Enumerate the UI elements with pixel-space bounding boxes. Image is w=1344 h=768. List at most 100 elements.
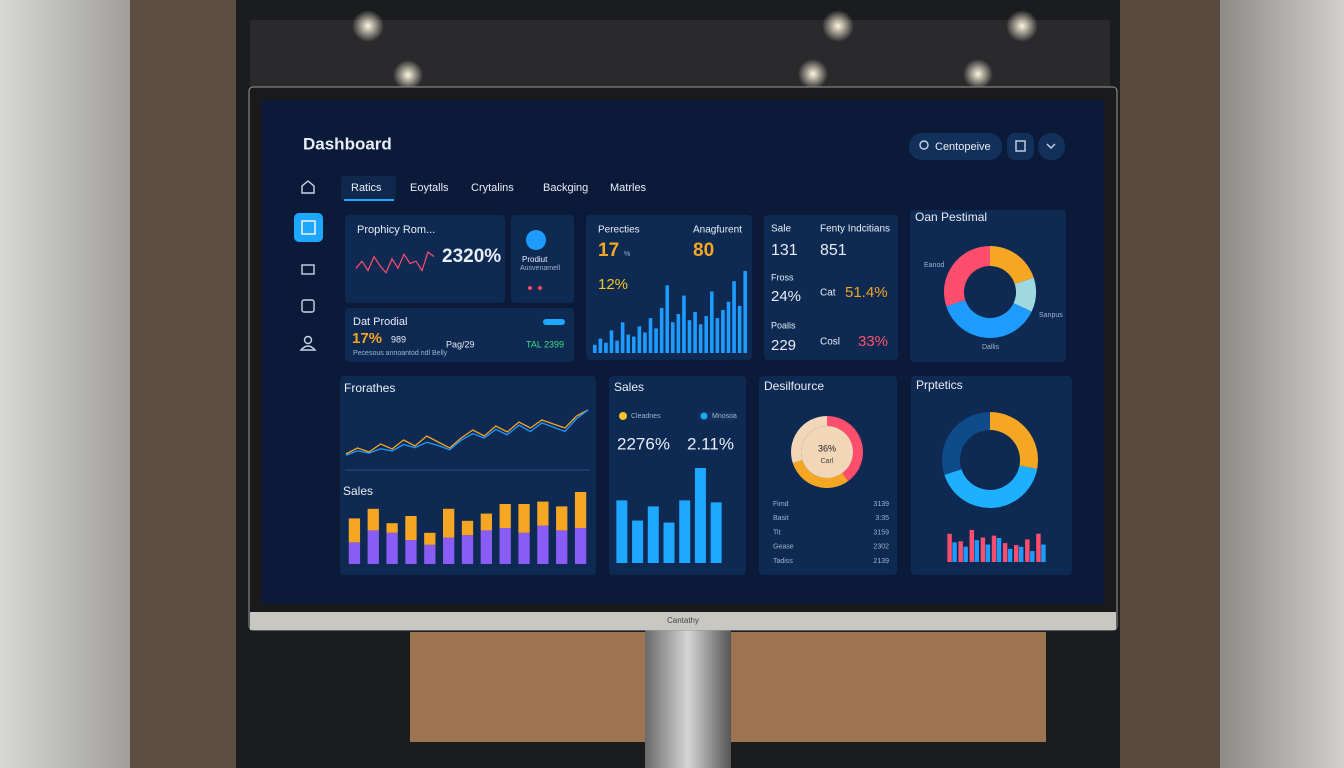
card-value: 2320% [442, 246, 501, 267]
donut-segment [946, 300, 1032, 338]
bar [632, 520, 644, 563]
toggle-knob [700, 412, 708, 420]
user-icon [299, 345, 317, 351]
row-value: 2302 [873, 544, 889, 551]
tab[interactable]: Matrles [610, 182, 647, 194]
bar-segment [537, 501, 549, 526]
bar [991, 535, 997, 562]
card-value: 131 [771, 242, 798, 259]
row-label: Gease [773, 544, 794, 551]
sidebar [294, 180, 323, 351]
monitor-chin [250, 612, 1116, 630]
bar-segment [518, 504, 530, 533]
card-title: Sales [614, 380, 644, 394]
dot [528, 286, 532, 290]
bar [698, 324, 703, 353]
bar [643, 332, 647, 353]
bar [952, 542, 957, 562]
card-value: 24% [771, 288, 801, 305]
card-stat: TAL 2399 [526, 339, 564, 349]
row-value: 3:35 [875, 515, 889, 522]
bar-segment [348, 518, 361, 543]
card-title: Frorathes [344, 381, 395, 395]
nav-icon[interactable] [301, 299, 315, 313]
donut-segment [990, 246, 1034, 284]
card-stat: Pag/29 [446, 339, 475, 349]
bar-segment [443, 508, 455, 538]
nav-icon[interactable] [301, 264, 315, 275]
bar [969, 530, 974, 562]
card-label: Perecties [598, 225, 640, 236]
search-box[interactable] [909, 133, 1002, 160]
bar [631, 336, 636, 353]
donut-segment [790, 416, 827, 464]
user-icon[interactable] [303, 335, 313, 345]
chart-label: Sanpus [1039, 312, 1063, 319]
tab[interactable]: Backging [543, 182, 588, 194]
donut-segment [942, 412, 990, 475]
wall [1220, 0, 1344, 768]
bar-segment [367, 530, 379, 564]
row-label: Basit [773, 515, 789, 522]
bar [648, 318, 653, 353]
row-value: 2139 [873, 558, 889, 565]
tab[interactable]: Ratics [351, 182, 382, 194]
card-title: Desilfource [764, 379, 824, 393]
bar [947, 533, 952, 562]
bar-segment [518, 532, 530, 564]
bar [1041, 544, 1046, 562]
card-unit: % [624, 251, 630, 258]
bar [710, 502, 722, 563]
column [1118, 0, 1228, 768]
dropdown-button[interactable] [1038, 133, 1065, 160]
chart-label: Dallis [982, 344, 1000, 351]
bar-segment [443, 537, 455, 564]
toggle[interactable] [543, 319, 565, 325]
bar [715, 318, 720, 353]
legend-dot [619, 412, 627, 420]
card-title: Prptetics [916, 378, 963, 392]
bar [1019, 546, 1024, 562]
bar-segment [461, 535, 474, 564]
bar [679, 500, 691, 563]
dot [538, 286, 542, 290]
bar [609, 330, 614, 353]
bar-segment [499, 528, 511, 564]
bar [732, 281, 736, 353]
tab[interactable]: Crytalins [471, 182, 514, 194]
active-nav[interactable] [294, 213, 323, 242]
bar [654, 328, 658, 353]
bar-segment [386, 523, 398, 533]
home-icon[interactable] [301, 180, 315, 194]
icon-button[interactable] [1007, 133, 1034, 160]
icon [1015, 140, 1026, 152]
column [130, 0, 240, 768]
globe-icon [526, 230, 546, 250]
bar-segment [480, 513, 492, 531]
donut-hole [801, 426, 853, 478]
row-label: Tadiss [773, 558, 793, 565]
card-title: Sales [343, 484, 373, 498]
donut-value: 36% [818, 443, 836, 453]
tab[interactable]: Eoytalls [410, 182, 449, 194]
brand: Cantathy [667, 616, 699, 625]
toggle[interactable] [697, 411, 737, 421]
bar [1014, 545, 1019, 562]
bar-segment [480, 530, 492, 564]
card-label: Fenty Indcitians [820, 224, 890, 235]
card-value: 80 [693, 240, 714, 261]
bar [659, 307, 664, 353]
bar-segment [537, 525, 549, 564]
donut-segment [990, 412, 1038, 469]
row-label: Tit [773, 529, 781, 536]
card-label: Cat [820, 288, 836, 299]
card-value: 2276% [617, 434, 670, 453]
bar [1036, 533, 1041, 562]
active-tab [341, 176, 396, 201]
bar [693, 312, 697, 353]
card-value: 12% [598, 276, 628, 293]
line [345, 409, 589, 456]
bar [592, 344, 597, 353]
bar-segment [574, 528, 587, 564]
